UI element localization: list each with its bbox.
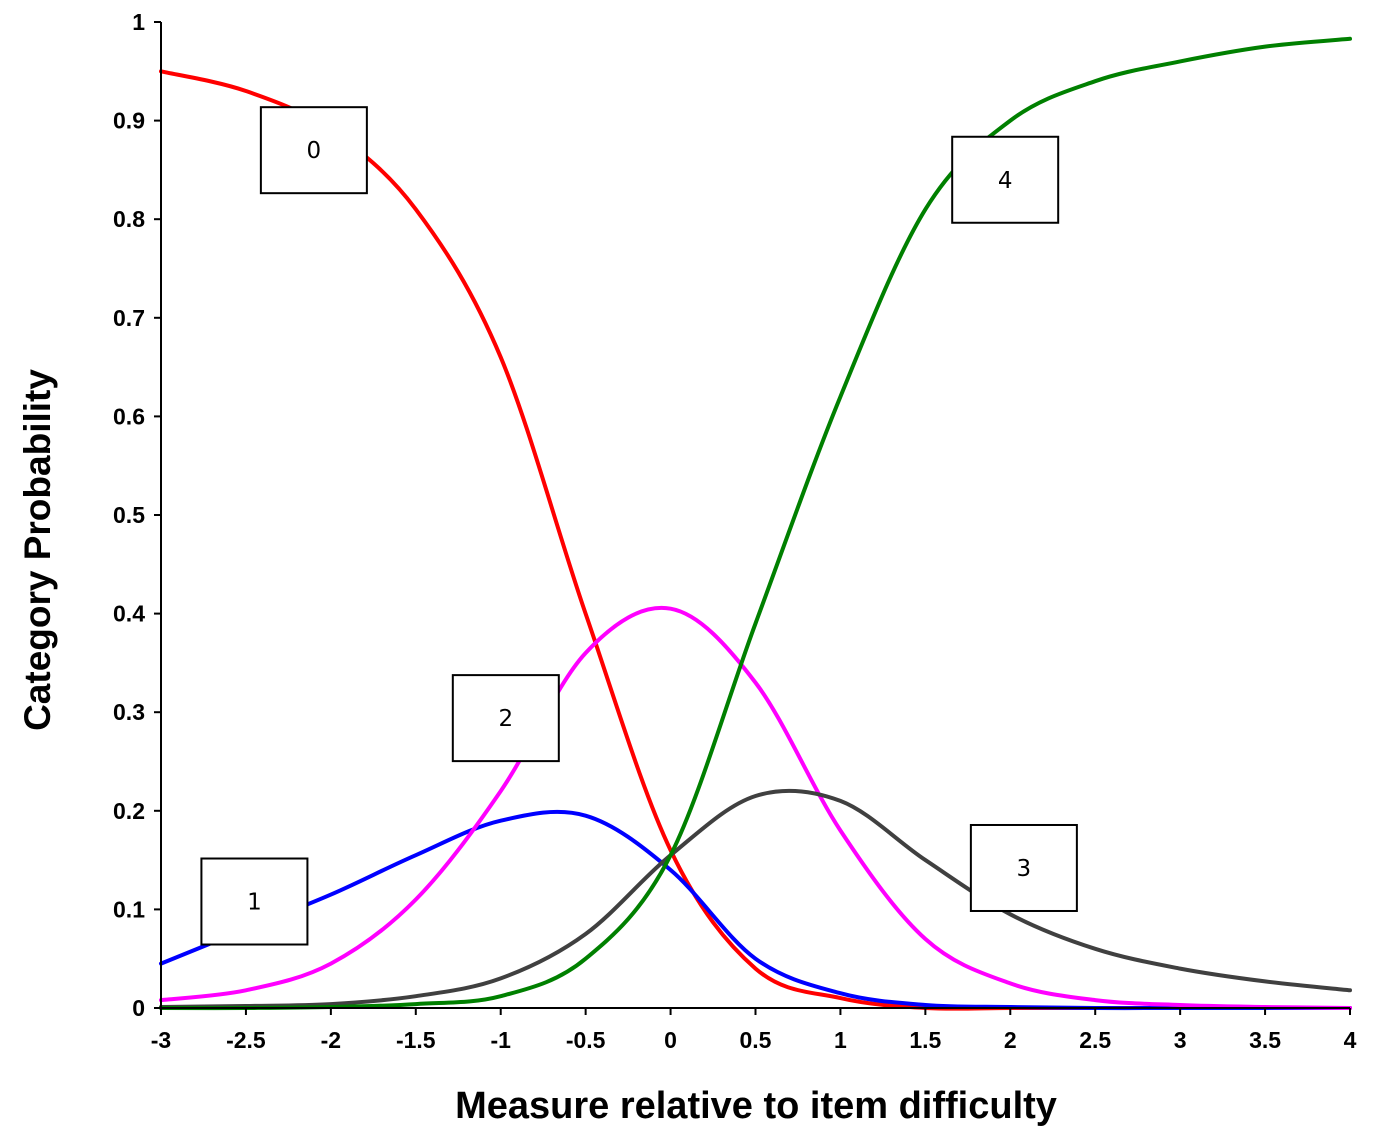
y-tick-label: 0.2 <box>113 798 145 824</box>
category-label-box-4 <box>951 135 1060 224</box>
y-tick-label: 0.4 <box>113 601 145 627</box>
y-tick-label: 0 <box>132 995 145 1021</box>
y-tick-label: 0.5 <box>113 502 145 528</box>
y-tick-label: 0.7 <box>113 305 145 331</box>
category-label-1: 1 <box>247 890 262 916</box>
x-tick-label: 2 <box>1004 1027 1017 1053</box>
x-tick-label: -1.5 <box>396 1027 436 1053</box>
x-tick-label: -1 <box>490 1027 511 1053</box>
x-axis-title: Measure relative to item difficulty <box>455 1085 1057 1127</box>
axis-layer: 0 0.1 0.2 0.3 0.4 0.5 0.6 0.7 0.8 0.9 1 -3 -2.5 -2 -1.… <box>113 9 1357 1053</box>
label-layer: 0 1 2 3 4 <box>200 106 1078 946</box>
category-label-box-3 <box>969 823 1078 912</box>
y-tick-label: 0.8 <box>113 206 145 232</box>
x-tick-label: 0 <box>664 1027 677 1053</box>
series-line-0 <box>159 69 1352 1011</box>
x-tick-label: 0.5 <box>740 1027 772 1053</box>
y-tick-label: 0.9 <box>113 108 145 134</box>
category-label-box-2 <box>451 674 560 763</box>
x-tick-label: -3 <box>151 1027 171 1053</box>
series-line-1 <box>159 809 1352 1011</box>
series-line-4 <box>159 36 1352 1011</box>
category-label-0: 0 <box>307 138 322 164</box>
x-tick-label: -0.5 <box>566 1027 606 1053</box>
x-tick-label: -2.5 <box>226 1027 266 1053</box>
x-tick-label: 3.5 <box>1249 1027 1281 1053</box>
x-tick-label: 1 <box>834 1027 847 1053</box>
x-tick-label: -2 <box>321 1027 341 1053</box>
x-tick-label: 3 <box>1174 1027 1187 1053</box>
category-label-4: 4 <box>998 168 1013 194</box>
y-axis-title: Category Probability <box>17 369 58 731</box>
y-tick-label: 0.3 <box>113 699 145 725</box>
series-line-2 <box>159 605 1352 1010</box>
x-tick-label: 1.5 <box>909 1027 941 1053</box>
category-label-box-1 <box>200 857 309 946</box>
category-label-box-0 <box>259 106 368 195</box>
y-tick-label: 1 <box>132 9 145 35</box>
y-tick-label: 0.6 <box>113 403 145 429</box>
category-label-2: 2 <box>498 706 513 732</box>
y-tick-label: 0.1 <box>113 896 145 922</box>
category-label-3: 3 <box>1017 856 1032 882</box>
x-tick-label: 4 <box>1344 1027 1357 1053</box>
x-tick-label: 2.5 <box>1079 1027 1111 1053</box>
series-line-3 <box>159 788 1352 1009</box>
